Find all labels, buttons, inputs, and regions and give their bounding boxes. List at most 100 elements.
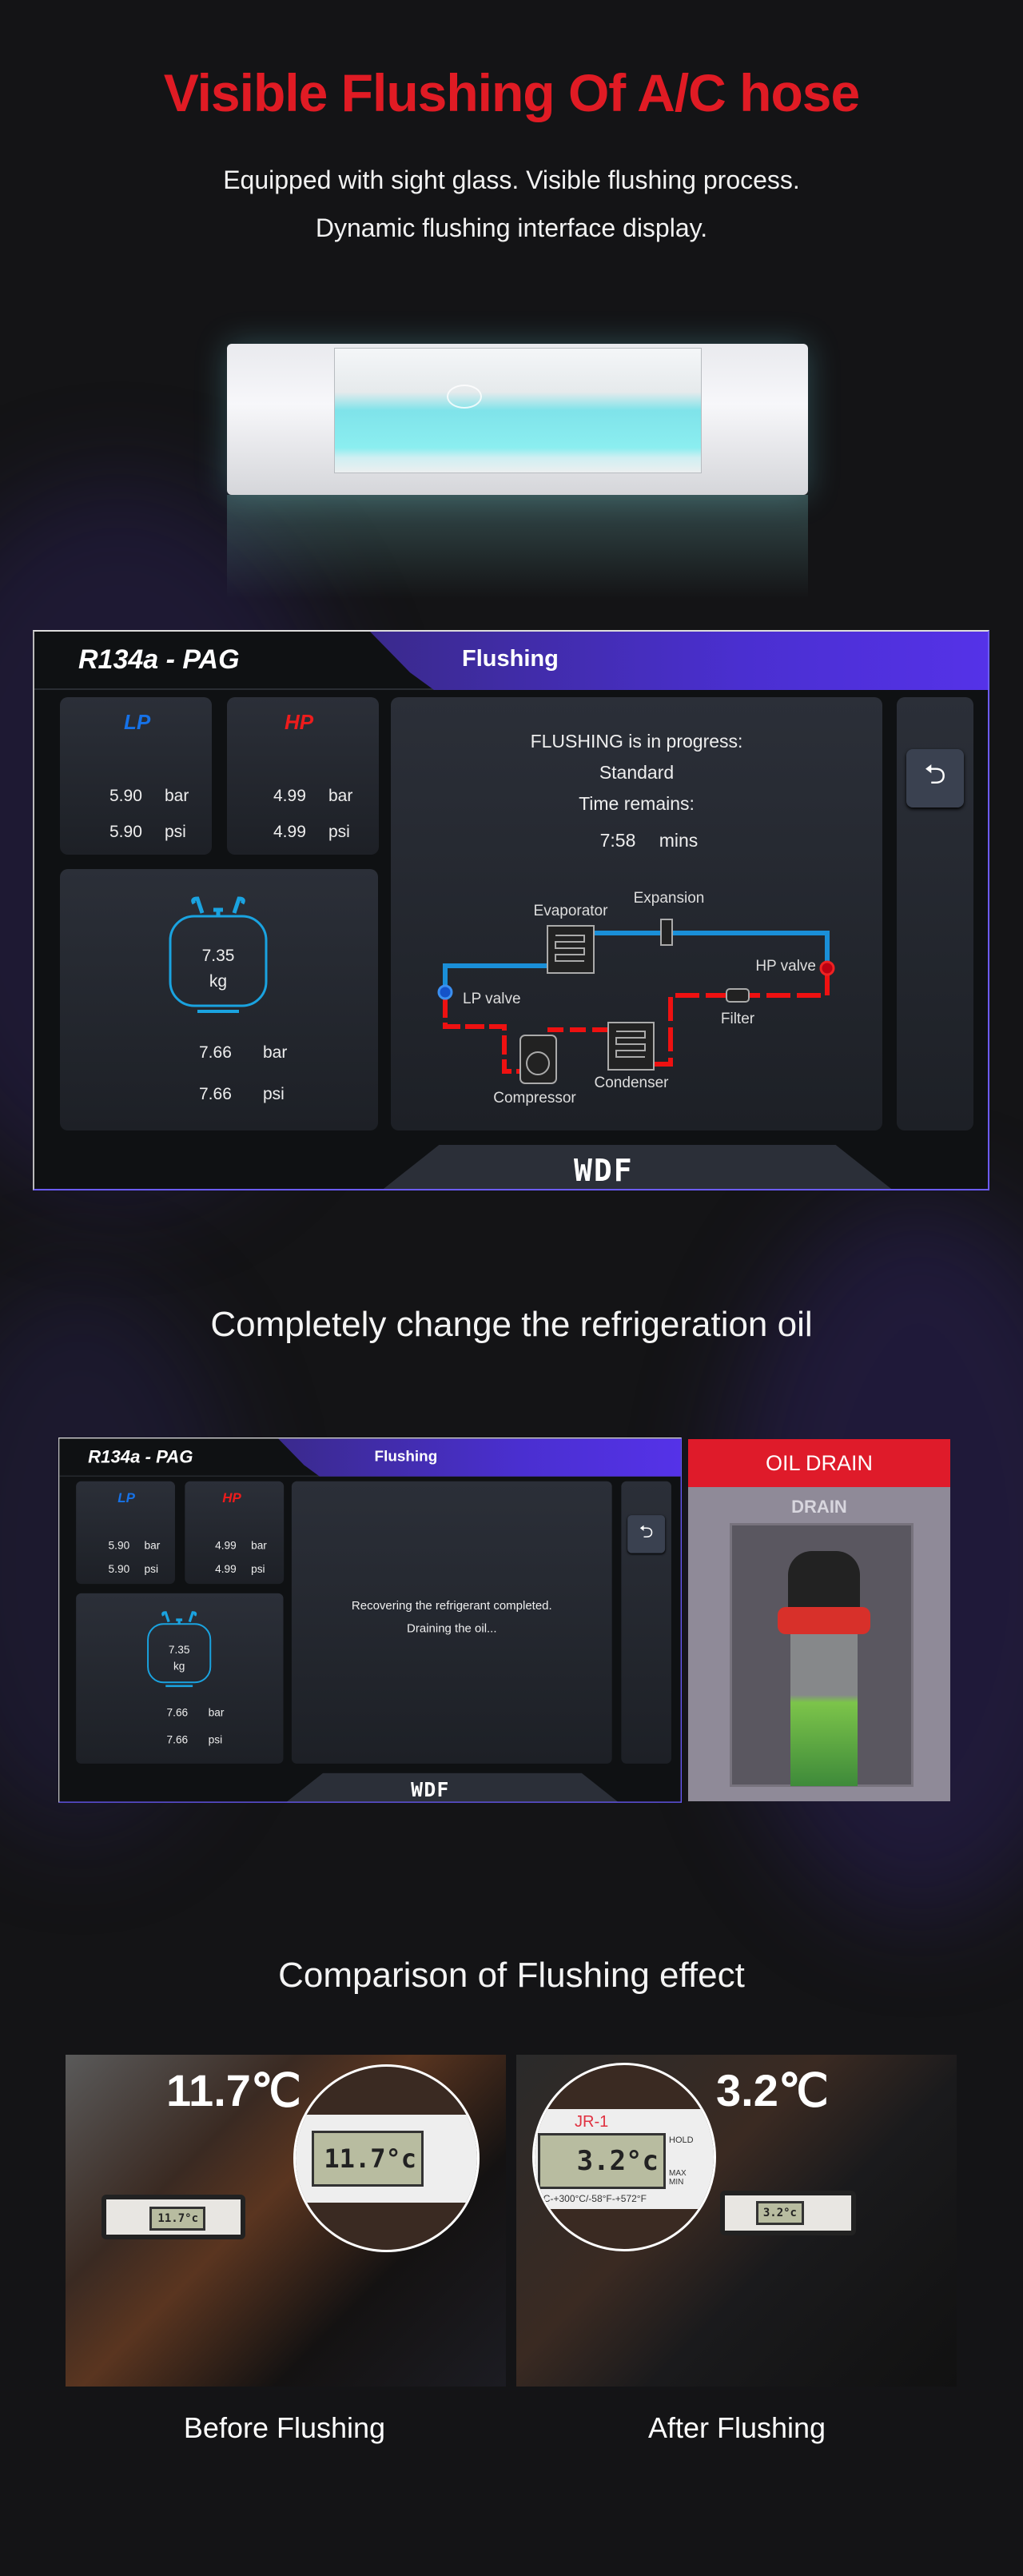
after-temperature: 3.2℃	[716, 2065, 829, 2115]
tank-psi-unit: psi	[208, 1733, 223, 1746]
refrigerant-tank-icon	[169, 896, 268, 1013]
status-line-1: Recovering the refrigerant completed.	[351, 1598, 552, 1613]
refrigerant-model: R134a - PAG	[78, 644, 240, 675]
lp-valve-icon	[437, 984, 453, 1000]
time-remaining: 7:58	[599, 830, 636, 851]
magnified-lcd: 11.7°c	[312, 2131, 424, 2187]
label-compressor: Compressor	[493, 1090, 576, 1107]
lp-label: LP	[117, 1489, 135, 1505]
label-filter: Filter	[721, 1011, 755, 1027]
mode-banner	[370, 632, 988, 690]
lp-psi-value: 5.90	[109, 823, 142, 841]
tank-bar-value: 7.66	[199, 1043, 232, 1062]
tank-weight-unit: kg	[173, 1660, 185, 1673]
label-lp-valve: LP valve	[463, 991, 521, 1007]
status-line-2: Draining the oil...	[407, 1621, 497, 1635]
thermometer-lcd: 3.2°c	[756, 2201, 804, 2225]
back-button[interactable]: ⮌	[627, 1515, 666, 1553]
refrigerant-model: R134a - PAG	[88, 1446, 193, 1467]
maxmin-label: MAX MIN	[669, 2169, 687, 2187]
lp-bar-value: 5.90	[108, 1539, 130, 1552]
lp-label: LP	[124, 710, 151, 734]
section2-title: Completely change the refrigeration oil	[210, 1305, 813, 1344]
hp-psi-value: 4.99	[215, 1563, 237, 1576]
filter-icon	[726, 988, 750, 1003]
before-photo: 11.7°c 11.7°c 11.7℃	[66, 2055, 506, 2387]
time-unit: mins	[659, 830, 699, 851]
lp-card	[76, 1481, 175, 1585]
lp-psi-unit: psi	[165, 823, 186, 841]
hp-label: HP	[222, 1489, 241, 1505]
after-caption: After Flushing	[647, 2411, 826, 2444]
hp-bar-unit: bar	[328, 787, 353, 805]
wdf-logo: WDF	[574, 1153, 634, 1188]
hp-psi-unit: psi	[328, 823, 350, 841]
lp-card	[60, 697, 212, 855]
hp-bar-unit: bar	[251, 1539, 267, 1552]
blue-pipe-left	[443, 963, 547, 992]
refrigerant-circuit-diagram: Evaporator Expansion HP valve LP valve F…	[437, 890, 835, 1107]
before-temperature: 11.7℃	[166, 2065, 301, 2115]
condenser-icon	[607, 1022, 655, 1071]
evaporator-icon	[547, 925, 595, 974]
magnifier: JR-1 3.2°c HOLD MAX MIN °C-+300°C/-58°F-…	[532, 2063, 716, 2251]
lp-bar-unit: bar	[144, 1539, 161, 1552]
lp-psi-unit: psi	[144, 1563, 159, 1576]
bottle-ring	[778, 1607, 870, 1634]
mode-banner	[277, 1438, 681, 1477]
mode-title: Flushing	[374, 1448, 438, 1465]
red-pipe-right	[654, 971, 830, 1067]
hp-bar-value: 4.99	[273, 787, 306, 805]
label-evaporator: Evaporator	[534, 903, 609, 919]
status-line-1: FLUSHING is in progress:	[530, 731, 743, 752]
section3-title: Comparison of Flushing effect	[278, 1956, 745, 1995]
lp-psi-value: 5.90	[108, 1563, 130, 1576]
tank-weight-unit: kg	[209, 972, 228, 991]
sight-glass-image	[227, 344, 808, 495]
hero-title: Visible Flushing Of A/C hose	[163, 63, 860, 122]
return-arrow-icon: ⮌	[639, 1521, 654, 1542]
tank-psi-value: 7.66	[166, 1733, 189, 1746]
flushing-screen: R134a - PAG Flushing LP 5.90 bar 5.90 ps…	[33, 630, 989, 1190]
red-pipe-left	[443, 999, 520, 1074]
bottom-tab	[282, 1772, 623, 1802]
mode-title: Flushing	[462, 646, 559, 672]
oil-drain-label: OIL DRAIN	[688, 1439, 950, 1487]
hp-psi-unit: psi	[251, 1563, 265, 1576]
bottle-oil	[790, 1634, 858, 1786]
hp-valve-icon	[819, 960, 835, 976]
lp-bar-unit: bar	[165, 787, 189, 805]
before-caption: Before Flushing	[183, 2411, 386, 2444]
hp-label: HP	[285, 710, 314, 734]
oil-drain-photo: OIL DRAIN DRAIN	[688, 1439, 950, 1801]
hp-psi-value: 4.99	[273, 823, 306, 841]
expansion-valve-icon	[660, 919, 673, 946]
hero-subtitle-2: Dynamic flushing interface display.	[315, 213, 708, 242]
label-expansion: Expansion	[634, 890, 705, 907]
refrigerant-tank-icon	[147, 1611, 212, 1688]
status-line-2: Standard	[599, 762, 675, 783]
after-photo: 3.2°c JR-1 3.2°c HOLD MAX MIN °C-+300°C/…	[516, 2055, 957, 2387]
hp-card	[185, 1481, 285, 1585]
hp-bar-value: 4.99	[215, 1539, 237, 1552]
hold-label: HOLD	[669, 2135, 694, 2145]
tank-bar-unit: bar	[263, 1043, 288, 1062]
status-card	[291, 1481, 612, 1764]
lp-bar-value: 5.90	[109, 787, 142, 805]
sight-glass-reflection	[227, 495, 808, 599]
tank-psi-unit: psi	[263, 1085, 285, 1103]
tank-weight: 7.35	[201, 947, 235, 965]
return-arrow-icon: ⮌	[924, 760, 946, 790]
label-hp-valve: HP valve	[755, 958, 816, 975]
hero-subtitle-1: Equipped with sight glass. Visible flush…	[223, 165, 800, 194]
thermometer-lcd: 11.7°c	[149, 2207, 205, 2231]
bottom-tab	[376, 1145, 898, 1189]
back-button[interactable]: ⮌	[906, 749, 964, 807]
range-label: °C-+300°C/-58°F-+572°F	[539, 2193, 647, 2204]
drain-brand: DRAIN	[791, 1497, 847, 1517]
oil-drain-screen: R134a - PAG Flushing LP 5.90 bar 5.90 ps…	[58, 1438, 682, 1803]
magnifier: 11.7°c	[293, 2064, 480, 2252]
magnified-lcd: 3.2°c	[538, 2133, 666, 2189]
wdf-logo: WDF	[411, 1778, 450, 1801]
tank-bar-value: 7.66	[166, 1706, 189, 1719]
